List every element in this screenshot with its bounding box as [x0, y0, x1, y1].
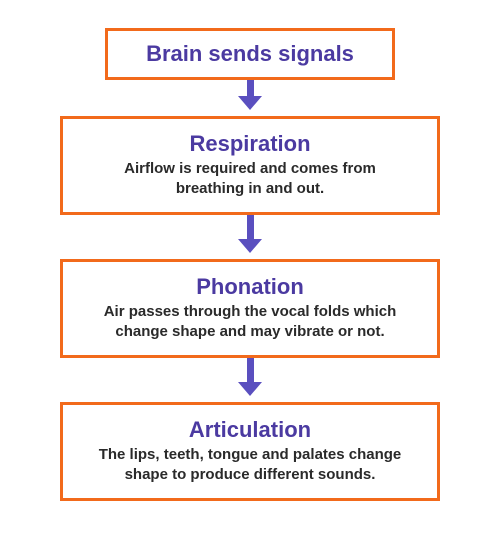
step-title: Phonation: [91, 274, 409, 300]
arrow-down-icon: [238, 215, 262, 253]
step-box-2: PhonationAir passes through the vocal fo…: [60, 259, 440, 358]
arrow-down-icon: [238, 80, 262, 110]
flowchart-container: Brain sends signals RespirationAirflow is…: [60, 28, 440, 501]
step-title: Articulation: [91, 417, 409, 443]
arrow-down-icon: [238, 358, 262, 396]
step-desc: The lips, teeth, tongue and palates chan…: [91, 445, 409, 484]
step-title: Brain sends signals: [128, 41, 372, 67]
step-desc: Airflow is required and comes from breat…: [91, 159, 409, 198]
step-box-1: RespirationAirflow is required and comes…: [60, 116, 440, 215]
step-box-3: ArticulationThe lips, teeth, tongue and …: [60, 402, 440, 501]
step-box-0: Brain sends signals: [105, 28, 395, 80]
step-title: Respiration: [91, 131, 409, 157]
step-desc: Air passes through the vocal folds which…: [91, 302, 409, 341]
